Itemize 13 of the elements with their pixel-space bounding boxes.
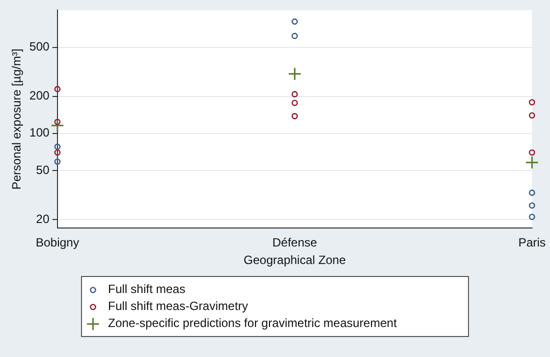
x-tick-label: Défense — [272, 236, 318, 250]
y-tick-label: 500 — [29, 40, 50, 54]
x-axis-title: Geographical Zone — [244, 253, 346, 268]
legend-label: Zone-specific predictions for gravimetric measurement — [108, 315, 397, 332]
y-tick-label: 50 — [36, 162, 50, 177]
y-tick-label: 20 — [36, 212, 50, 226]
x-tick-label: Bobigny — [36, 236, 80, 250]
y-axis-title: Personal exposure [µg/m³] — [10, 48, 24, 190]
legend-label: Full shift meas-Gravimetry — [108, 298, 248, 315]
y-tick-label: 100 — [29, 126, 50, 140]
x-tick-label: Paris — [518, 236, 546, 250]
legend-label: Full shift meas — [108, 281, 186, 298]
y-tick-label: 200 — [29, 88, 50, 103]
